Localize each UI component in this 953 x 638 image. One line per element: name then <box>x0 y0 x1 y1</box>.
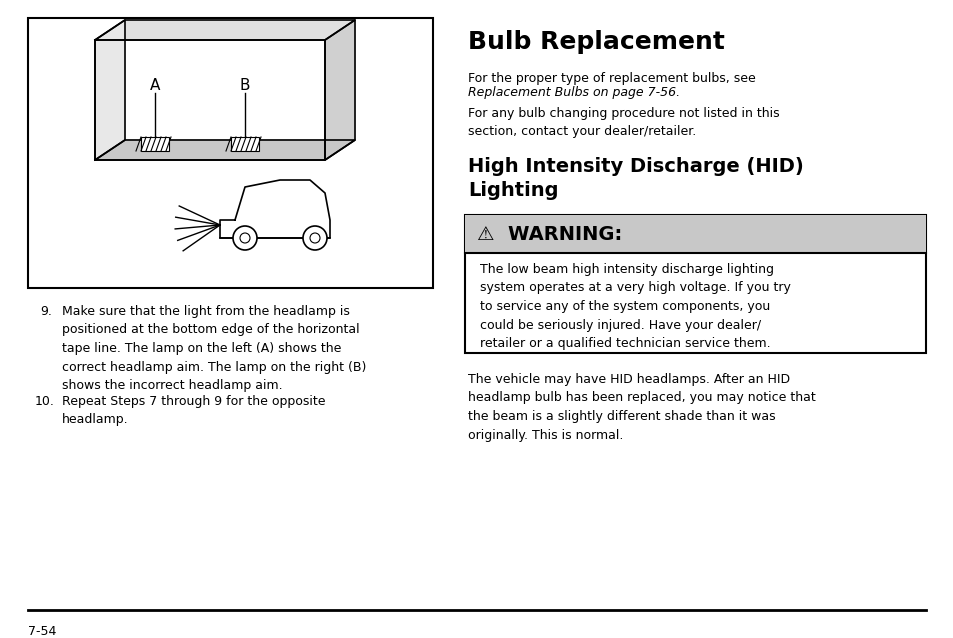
Text: ⚠  WARNING:: ⚠ WARNING: <box>476 225 621 244</box>
Text: The low beam high intensity discharge lighting
system operates at a very high vo: The low beam high intensity discharge li… <box>479 263 790 350</box>
Text: A: A <box>150 77 160 93</box>
Text: For any bulb changing procedure not listed in this
section, contact your dealer/: For any bulb changing procedure not list… <box>468 107 779 138</box>
Text: 9.: 9. <box>40 305 51 318</box>
Text: 7-54: 7-54 <box>28 625 56 638</box>
Text: High Intensity Discharge (HID)
Lighting: High Intensity Discharge (HID) Lighting <box>468 157 803 200</box>
Text: 10.: 10. <box>35 395 55 408</box>
Polygon shape <box>95 20 125 160</box>
Polygon shape <box>95 40 325 160</box>
Text: Make sure that the light from the headlamp is
positioned at the bottom edge of t: Make sure that the light from the headla… <box>62 305 366 392</box>
Bar <box>464 215 925 353</box>
Circle shape <box>310 233 319 243</box>
Bar <box>28 18 433 288</box>
Polygon shape <box>95 20 355 40</box>
Bar <box>231 137 258 151</box>
Circle shape <box>233 226 256 250</box>
Circle shape <box>303 226 327 250</box>
Text: Bulb Replacement: Bulb Replacement <box>468 30 724 54</box>
Text: Replacement Bulbs on page 7-56.: Replacement Bulbs on page 7-56. <box>468 86 679 99</box>
Bar <box>141 137 169 151</box>
Polygon shape <box>220 180 330 238</box>
Circle shape <box>240 233 250 243</box>
Polygon shape <box>325 20 355 160</box>
Text: B: B <box>239 77 250 93</box>
Bar <box>464 215 925 253</box>
Polygon shape <box>95 140 355 160</box>
Text: The vehicle may have HID headlamps. After an HID
headlamp bulb has been replaced: The vehicle may have HID headlamps. Afte… <box>468 373 815 441</box>
Text: For the proper type of replacement bulbs, see: For the proper type of replacement bulbs… <box>468 72 755 85</box>
Text: Repeat Steps 7 through 9 for the opposite
headlamp.: Repeat Steps 7 through 9 for the opposit… <box>62 395 325 426</box>
